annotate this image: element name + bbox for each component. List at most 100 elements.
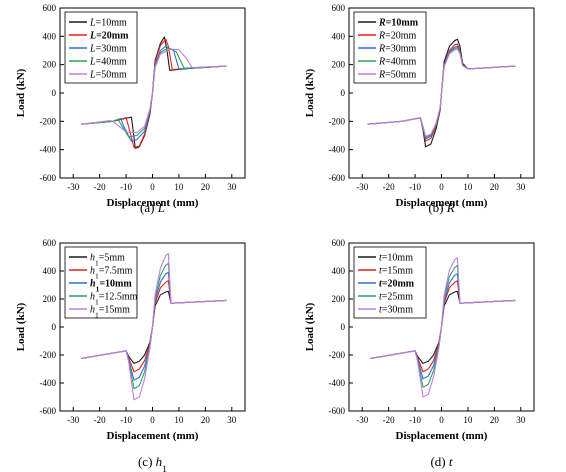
x-tick-label: 20 [490,182,500,192]
legend-label: L=20mm [89,31,129,42]
x-axis-label: Displacement (mm) [107,197,199,209]
y-axis-label: Load (kN) [15,302,27,351]
panel-caption: (a) L [140,200,165,215]
x-tick-label: 30 [516,415,526,425]
legend-label: R=30mm [378,44,417,55]
x-tick-label: 0 [150,182,155,192]
y-tick-label: 200 [43,60,57,70]
x-tick-label: 20 [201,415,211,425]
y-tick-label: -200 [329,350,346,360]
x-tick-label: 0 [439,182,444,192]
legend-label: t=20mm [379,279,415,290]
legend-label: R=50mm [378,70,417,81]
y-tick-label: -600 [329,406,346,416]
y-tick-label: 400 [332,266,346,276]
y-tick-label: 0 [341,88,346,98]
legend-label: h1=15mm [90,305,130,320]
y-tick-label: 0 [52,88,57,98]
x-tick-label: 30 [516,182,526,192]
chart-panel-4: -30 -20 -10 0 10 20 30 -600 -400 -200 0 200 400 600 Di… [304,238,535,469]
y-tick-label: 400 [43,266,57,276]
x-axis-label: Displacement (mm) [107,430,199,442]
chart-panel-1: -30 -20 -10 0 10 20 30 -600 -400 -200 0 200 400 600 Di… [15,3,246,215]
legend-label: L=10mm [89,18,127,29]
y-tick-label: -600 [40,173,57,183]
y-tick-label: 0 [52,322,57,332]
legend-label: t=15mm [379,266,413,277]
y-tick-label: 200 [332,60,346,70]
legend-label: t=25mm [379,292,413,303]
y-axis-label: Load (kN) [15,68,27,117]
x-tick-label: -20 [94,415,106,425]
legend: t=10mm t=15mm t=20mm t=25mm t=30mm [353,246,427,319]
y-tick-label: -600 [329,173,346,183]
x-tick-label: -10 [409,182,421,192]
y-tick-label: 400 [332,31,346,41]
legend-label: t=10mm [379,253,413,264]
x-tick-label: -10 [120,182,132,192]
y-tick-label: 600 [332,238,346,248]
x-tick-label: 30 [227,182,237,192]
x-tick-label: -10 [120,415,132,425]
y-axis-label: Load (kN) [304,68,316,117]
x-tick-label: 0 [150,415,155,425]
series-line-5 [370,257,516,398]
y-tick-label: -200 [40,116,57,126]
x-tick-label: 20 [201,182,211,192]
legend-label: R=10mm [378,18,419,29]
x-tick-label: -20 [94,182,106,192]
chart-panel-2: -30 -20 -10 0 10 20 30 -600 -400 -200 0 200 400 600 Di… [304,3,535,215]
series-line-5 [81,48,227,134]
panel-caption: (c) h1 [138,454,167,472]
y-tick-label: -200 [329,116,346,126]
legend-label: R=40mm [378,57,417,68]
x-tick-label: 30 [227,415,237,425]
y-tick-label: -200 [40,350,57,360]
legend-label: L=40mm [89,57,127,68]
y-tick-label: 200 [43,294,57,304]
x-tick-label: 10 [463,415,473,425]
panel-caption: (d) t [430,454,452,469]
y-tick-label: 600 [43,3,57,13]
legend-label: L=30mm [89,44,127,55]
x-tick-label: 0 [439,415,444,425]
x-axis-label: Displacement (mm) [396,430,488,442]
x-tick-label: -30 [356,182,368,192]
y-tick-label: -600 [40,406,57,416]
x-tick-label: 10 [174,415,184,425]
x-tick-label: 10 [463,182,473,192]
legend-label: h1=12.5mm [90,292,138,307]
x-tick-label: -30 [67,182,79,192]
y-axis-label: Load (kN) [304,302,316,351]
chart-panel-3: -30 -20 -10 0 10 20 30 -600 -400 -200 0 200 400 600 Di… [15,238,246,472]
y-tick-label: 400 [43,31,57,41]
x-tick-label: -10 [409,415,421,425]
x-axis-label: Displacement (mm) [396,197,488,209]
x-tick-label: -20 [383,415,395,425]
x-tick-label: -30 [67,415,79,425]
legend-label: h1=10mm [90,279,132,294]
x-tick-label: -20 [383,182,395,192]
y-tick-label: 200 [332,294,346,304]
y-tick-label: -400 [329,378,346,388]
legend: R=10mm R=20mm R=30mm R=40mm R=50mm [353,11,427,84]
y-tick-label: -400 [40,378,57,388]
series-line-5 [81,252,227,401]
legend-label: h1=5mm [90,253,125,268]
x-tick-label: 10 [174,182,184,192]
legend-label: L=50mm [89,70,127,81]
y-tick-label: 600 [332,3,346,13]
panel-caption: (b) R [428,200,454,215]
y-tick-label: -400 [40,145,57,155]
y-tick-label: -400 [329,145,346,155]
y-tick-label: 600 [43,238,57,248]
x-tick-label: -30 [356,415,368,425]
series-line-5 [367,48,516,137]
legend: L=10mm L=20mm L=30mm L=40mm L=50mm [64,11,138,84]
legend-label: t=30mm [379,305,413,316]
x-tick-label: 20 [490,415,500,425]
legend-label: R=20mm [378,31,417,42]
legend-label: h1=7.5mm [90,266,133,281]
y-tick-label: 0 [341,322,346,332]
